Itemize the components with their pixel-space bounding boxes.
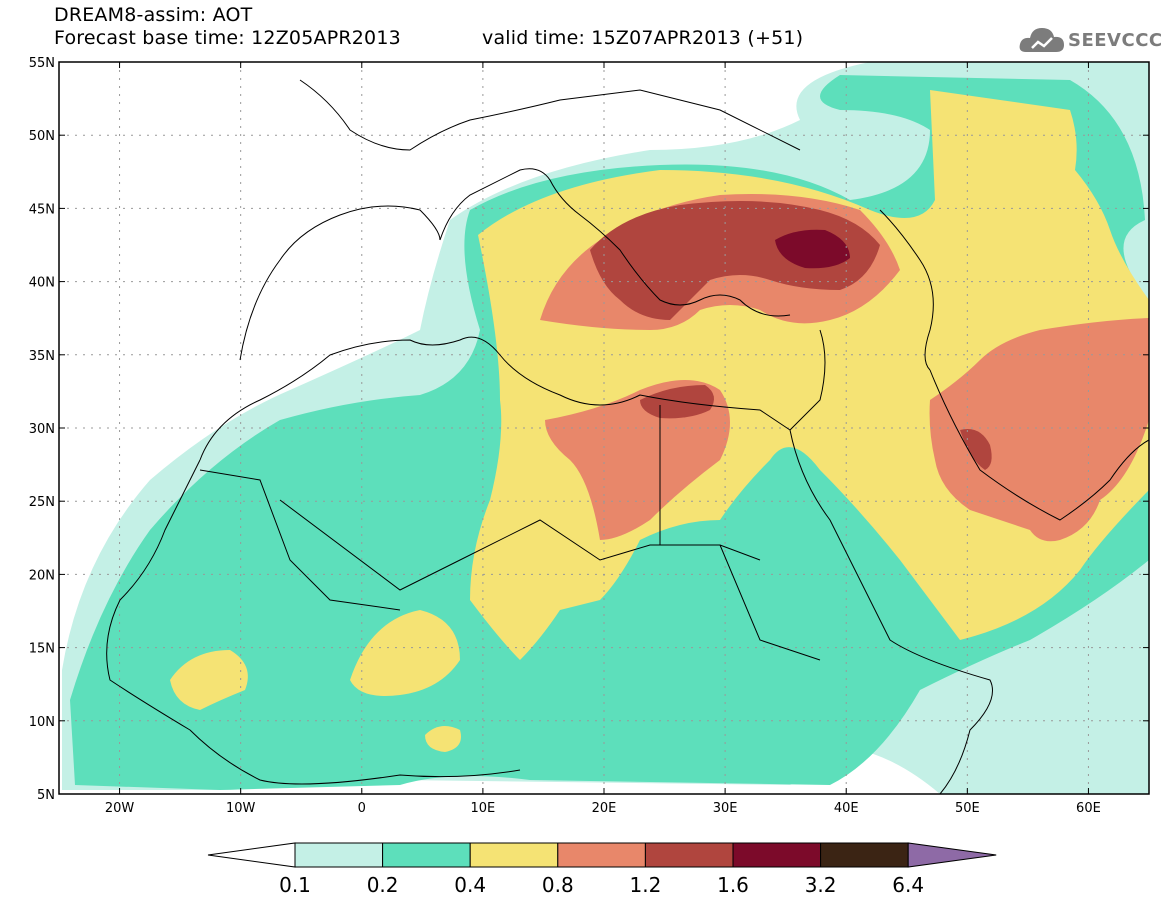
lat-label: 40N [29,276,55,291]
colorbar-under-arrow [207,842,296,868]
aot-band-0-4-guinea [170,650,248,710]
seevccc-logo: SEEVCCC [1018,22,1162,58]
colorbar-label: 0.4 [454,873,486,897]
valid-time: valid time: 15Z07APR2013 (+51) [482,27,804,49]
colorbar-segment [644,842,734,868]
colorbar-labels: 0.1 0.2 0.4 0.8 1.2 1.6 3.2 6.4 [279,873,924,897]
axis-ticks [59,61,1149,795]
lon-label: 60E [1076,801,1101,816]
colorbar [207,842,997,868]
coastlines [106,79,1149,794]
colorbar-segment [382,842,471,868]
lat-label: 55N [29,56,55,71]
lon-label: 10E [471,801,496,816]
lon-label: 20E [592,801,617,816]
colorbar-label: 1.2 [629,873,661,897]
lon-label: 40E [834,801,859,816]
lat-label: 10N [29,715,55,730]
lat-label: 20N [29,568,55,583]
colorbar-label: 0.2 [367,873,399,897]
colorbar-segment [732,842,822,868]
lon-label: 30E [713,801,738,816]
colorbar-segment [469,842,559,868]
grid-lines [59,62,1149,794]
colorbar-segment [294,842,384,868]
lat-label: 35N [29,349,55,364]
lat-label: 30N [29,422,55,437]
colorbar-over-arrow [907,842,997,868]
lat-label: 45N [29,202,55,217]
aot-band-0-8-east [929,318,1149,542]
colorbar-label: 3.2 [805,873,837,897]
aot-band-0-4-gulf [425,726,461,752]
aot-band-0-8-sahara [545,380,730,540]
lat-label: 25N [29,495,55,510]
map-title: DREAM8-assim: AOT [54,4,253,26]
lon-label: 10W [226,801,256,816]
aot-band-0-4-west [350,610,460,696]
lat-label: 5N [37,788,55,803]
aot-band-1-6 [775,229,850,269]
aot-band-1-2-gulf [960,429,992,470]
logo-text: SEEVCCC [1068,30,1163,51]
colorbar-label: 0.8 [542,873,574,897]
longitude-labels: 20W 10W 0 10E 20E 30E 40E 50E 60E [105,801,1101,816]
colorbar-segment [820,842,909,868]
colorbar-label: 6.4 [892,873,924,897]
aot-fields [62,62,1149,794]
lon-label: 20W [105,801,135,816]
cloud-logo-icon [1019,28,1064,52]
colorbar-segment [557,842,646,868]
lat-label: 50N [29,129,55,144]
lon-label: 50E [955,801,980,816]
latitude-labels: 55N 50N 45N 40N 35N 30N 25N 20N 15N 10N 5N [29,56,55,803]
colorbar-label: 1.6 [717,873,749,897]
lon-label: 0 [358,801,366,816]
lat-label: 15N [29,642,55,657]
colorbar-label: 0.1 [279,873,311,897]
forecast-base-time: Forecast base time: 12Z05APR2013 [54,27,401,49]
